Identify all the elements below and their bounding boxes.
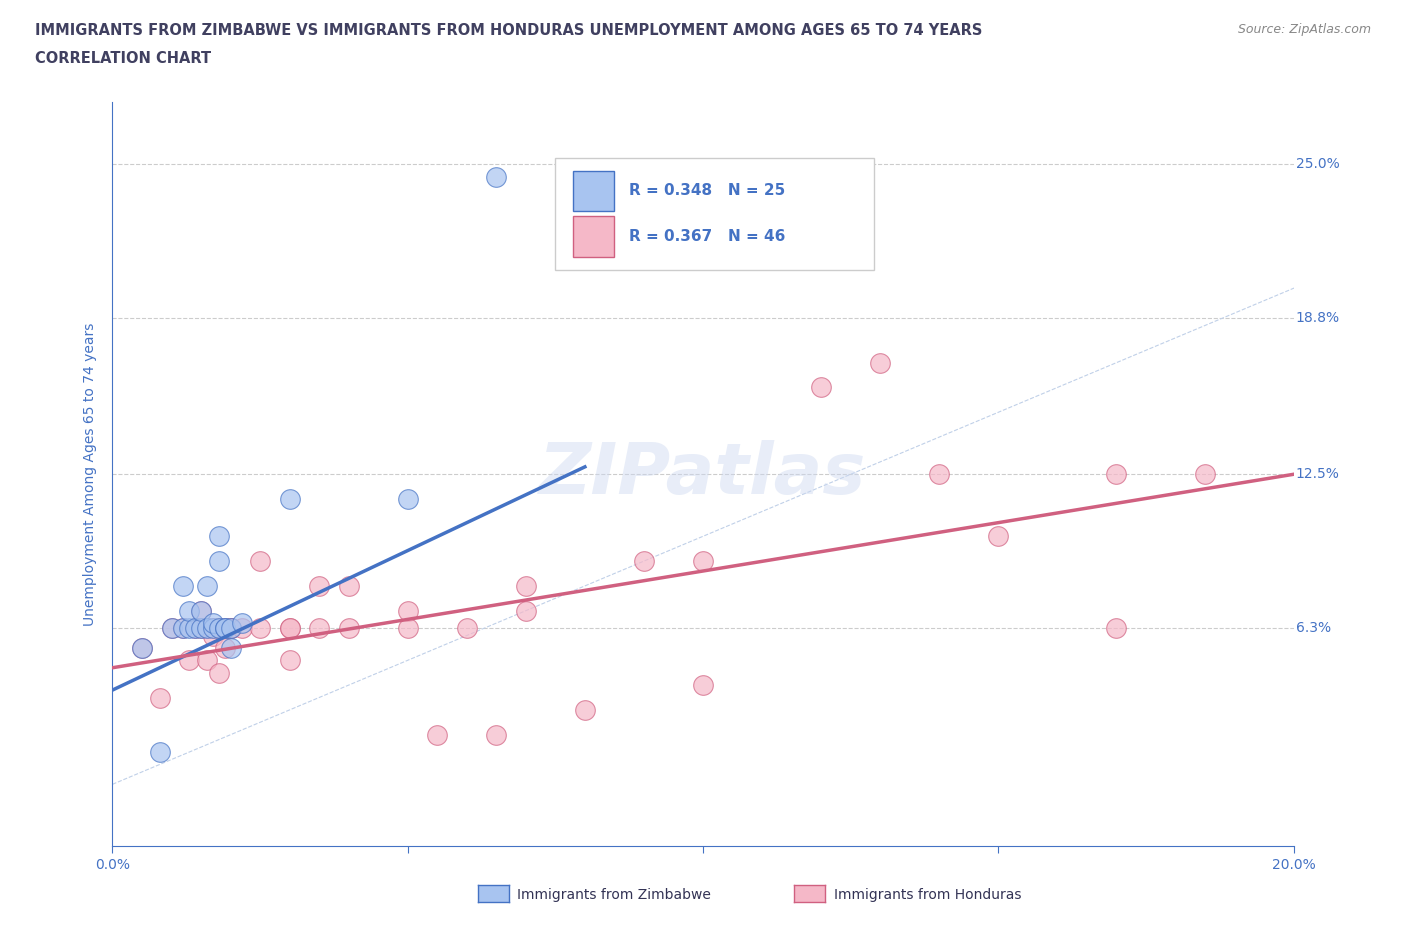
Point: [633, 553, 655, 568]
Point: [131, 641, 153, 656]
Point: [278, 653, 301, 668]
Point: [574, 702, 596, 717]
Point: [396, 620, 419, 635]
Point: [184, 620, 207, 635]
Point: [231, 616, 253, 631]
Text: 25.0%: 25.0%: [1296, 157, 1340, 171]
Text: ZIPatlas: ZIPatlas: [540, 440, 866, 509]
Point: [987, 529, 1010, 544]
Point: [195, 578, 218, 593]
Point: [278, 620, 301, 635]
Point: [172, 620, 194, 635]
Text: CORRELATION CHART: CORRELATION CHART: [35, 51, 211, 66]
Point: [131, 641, 153, 656]
Y-axis label: Unemployment Among Ages 65 to 74 years: Unemployment Among Ages 65 to 74 years: [83, 323, 97, 626]
Point: [219, 620, 242, 635]
Point: [179, 620, 201, 635]
Point: [179, 653, 201, 668]
Point: [214, 620, 236, 635]
FancyBboxPatch shape: [555, 158, 875, 270]
Point: [160, 620, 183, 635]
Text: R = 0.367   N = 46: R = 0.367 N = 46: [628, 230, 785, 245]
Point: [201, 620, 224, 635]
Point: [190, 620, 212, 635]
Point: [184, 620, 207, 635]
Point: [278, 492, 301, 507]
Point: [201, 620, 224, 635]
Point: [231, 620, 253, 635]
Point: [1194, 467, 1216, 482]
Point: [249, 553, 271, 568]
Point: [214, 641, 236, 656]
Point: [149, 745, 172, 760]
Point: [195, 653, 218, 668]
Point: [692, 553, 714, 568]
Text: 18.8%: 18.8%: [1296, 311, 1340, 325]
Point: [172, 620, 194, 635]
Point: [190, 620, 212, 635]
Bar: [574, 170, 614, 211]
Text: Source: ZipAtlas.com: Source: ZipAtlas.com: [1237, 23, 1371, 36]
Text: Immigrants from Honduras: Immigrants from Honduras: [834, 887, 1021, 902]
Point: [214, 620, 236, 635]
Point: [692, 678, 714, 693]
Point: [195, 620, 218, 635]
Point: [485, 169, 508, 184]
Point: [219, 620, 242, 635]
Point: [201, 628, 224, 643]
Point: [1105, 467, 1128, 482]
Text: 12.5%: 12.5%: [1296, 467, 1340, 482]
Point: [149, 690, 172, 705]
Point: [208, 620, 231, 635]
Point: [515, 604, 537, 618]
Point: [869, 355, 891, 370]
Point: [208, 529, 231, 544]
Point: [1105, 620, 1128, 635]
Point: [249, 620, 271, 635]
Point: [208, 553, 231, 568]
Point: [337, 578, 360, 593]
Point: [515, 578, 537, 593]
Point: [208, 620, 231, 635]
Text: R = 0.348   N = 25: R = 0.348 N = 25: [628, 183, 785, 198]
Point: [190, 604, 212, 618]
Point: [396, 604, 419, 618]
Point: [456, 620, 478, 635]
Point: [485, 727, 508, 742]
Point: [179, 604, 201, 618]
Point: [928, 467, 950, 482]
Point: [219, 620, 242, 635]
Text: IMMIGRANTS FROM ZIMBABWE VS IMMIGRANTS FROM HONDURAS UNEMPLOYMENT AMONG AGES 65 : IMMIGRANTS FROM ZIMBABWE VS IMMIGRANTS F…: [35, 23, 983, 38]
Point: [172, 578, 194, 593]
Point: [208, 665, 231, 680]
Text: Immigrants from Zimbabwe: Immigrants from Zimbabwe: [517, 887, 711, 902]
Point: [190, 604, 212, 618]
Point: [308, 578, 330, 593]
Point: [308, 620, 330, 635]
Point: [160, 620, 183, 635]
Point: [426, 727, 449, 742]
Point: [278, 620, 301, 635]
Bar: [574, 217, 614, 258]
Point: [810, 380, 832, 395]
Point: [201, 616, 224, 631]
Point: [396, 492, 419, 507]
Point: [195, 620, 218, 635]
Point: [214, 620, 236, 635]
Point: [337, 620, 360, 635]
Point: [219, 641, 242, 656]
Text: 6.3%: 6.3%: [1296, 621, 1331, 635]
